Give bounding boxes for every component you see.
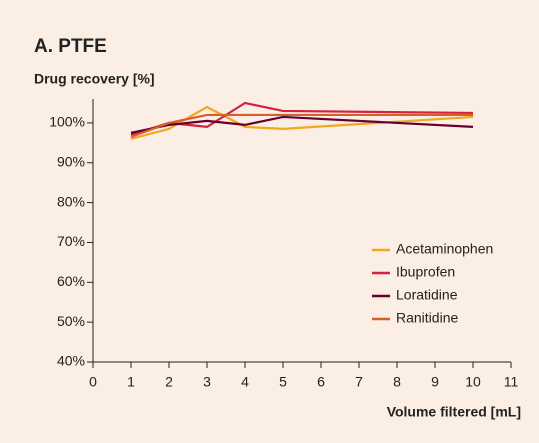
x-axis-label: Volume filtered [mL]: [387, 404, 521, 420]
x-tick-label: 11: [504, 374, 519, 390]
y-axis-label: Drug recovery [%]: [34, 71, 155, 87]
y-tick-label: 70%: [57, 233, 85, 249]
y-tick-label: 100%: [49, 114, 85, 130]
x-tick-label: 0: [89, 374, 97, 390]
x-tick-label: 7: [355, 374, 363, 390]
legend-label: Ranitidine: [396, 310, 458, 326]
x-tick-label: 5: [279, 374, 287, 390]
x-tick-label: 9: [431, 374, 439, 390]
x-tick-label: 4: [241, 374, 249, 390]
x-tick-label: 2: [165, 374, 173, 390]
x-tick-label: 8: [393, 374, 401, 390]
x-tick-label: 6: [317, 374, 325, 390]
x-tick-label: 3: [203, 374, 211, 390]
legend-label: Ibuprofen: [396, 264, 455, 280]
legend-label: Acetaminophen: [396, 241, 493, 257]
y-tick-label: 50%: [57, 313, 85, 329]
y-tick-label: 80%: [57, 193, 85, 209]
series-line: [130, 105, 474, 140]
series-line: [130, 113, 473, 138]
chart-title: A. PTFE: [34, 36, 107, 57]
y-tick-label: 90%: [57, 153, 85, 169]
x-tick-label: 10: [465, 374, 481, 390]
legend-label: Loratidine: [396, 287, 458, 303]
y-tick-label: 40%: [57, 353, 85, 369]
y-tick-label: 60%: [57, 273, 85, 289]
x-tick-label: 1: [127, 374, 135, 390]
